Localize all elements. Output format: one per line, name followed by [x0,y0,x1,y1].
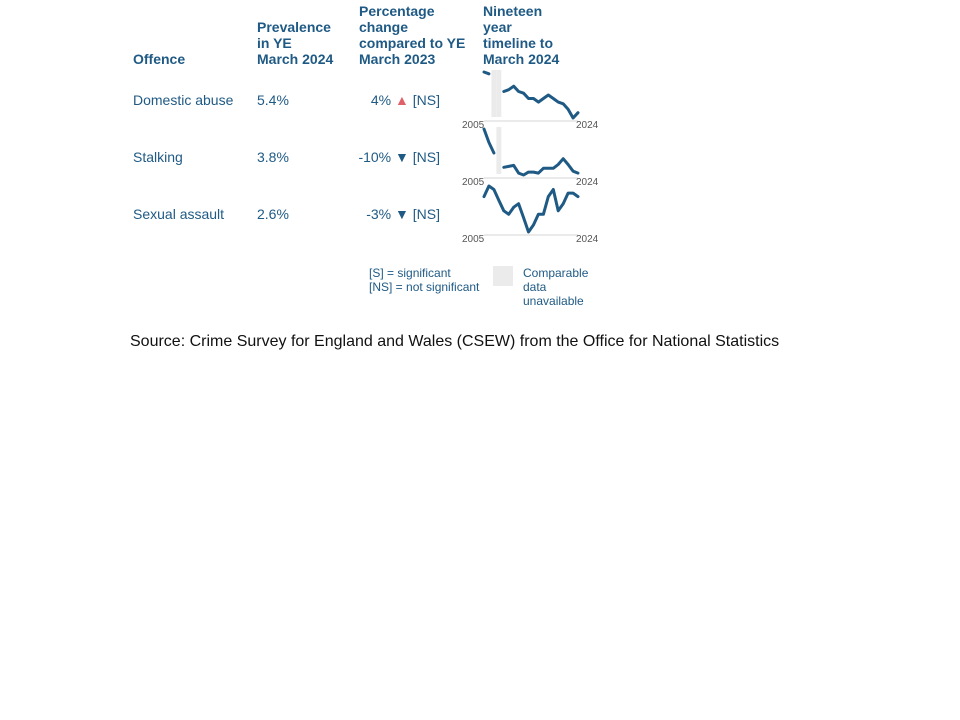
sparkline-series [482,184,580,234]
header-change-line: March 2023 [359,51,436,67]
header-timeline-line: timeline to [483,35,554,51]
up-arrow-icon: ▲ [395,92,409,108]
sparkline-series [482,70,491,76]
prevalence-value: 3.8% [257,149,289,165]
sparkline-sexual-assault: 2005 2024 [462,184,599,245]
change-value: 4% ▲ [NS] [340,92,440,108]
change-percent: -3% [366,206,392,222]
tick-label-start: 2005 [462,177,485,188]
unavailable-band [496,127,502,174]
header-timeline-line: Nineteen [483,3,543,19]
legend-unavailable-line: Comparable [523,266,589,280]
significance-label: [NS] [412,206,440,222]
change-value: -10% ▼ [NS] [340,149,440,165]
header-prevalence-line: March 2024 [257,51,334,67]
down-arrow-icon: ▼ [395,206,409,222]
sparkline-domestic-abuse: 2005 2024 [462,70,599,131]
legend-unavailable-line: unavailable [523,294,584,308]
header-change-line: Percentage [359,3,435,19]
tick-label-end: 2024 [576,120,599,131]
header-offence: Offence [133,51,185,67]
unavailable-swatch-icon [493,266,513,286]
sparkline-series [502,157,580,177]
offence-name: Sexual assault [133,206,225,222]
offence-name: Domestic abuse [133,92,234,108]
change-percent: -10% [358,149,392,165]
sparkline-series [502,84,580,120]
sparkline-stalking: 2005 2024 [462,127,599,188]
header-prevalence-line: in YE [257,35,292,51]
offence-name: Stalking [133,149,183,165]
significance-label: [NS] [412,92,440,108]
legend-unavailable-line: data [523,280,547,294]
legend-significant: [S] = significant [369,266,451,280]
legend-significance: [S] = significant [NS] = not significant [369,266,479,294]
header-timeline-line: March 2024 [483,51,560,67]
tick-label-end: 2024 [576,234,599,245]
change-value: -3% ▼ [NS] [340,206,440,222]
header-prevalence: Prevalence in YE March 2024 [257,19,333,67]
header-change: Percentage change compared to YE March 2… [359,3,465,67]
header-prevalence-line: Prevalence [257,19,331,35]
legend-unavailable: Comparable data unavailable [523,266,588,308]
tick-label-start: 2005 [462,120,485,131]
unavailable-band [496,70,502,117]
down-arrow-icon: ▼ [395,149,409,165]
significance-label: [NS] [412,149,440,165]
header-change-line: change [359,19,409,35]
header-timeline: Nineteen year timeline to March 2024 [483,3,559,67]
unavailable-band [491,70,497,117]
change-percent: 4% [370,92,392,108]
header-timeline-line: year [483,19,512,35]
source-note: Source: Crime Survey for England and Wal… [130,333,780,350]
tick-label-end: 2024 [576,177,599,188]
legend-not-significant: [NS] = not significant [369,280,480,294]
prevalence-value: 2.6% [257,206,289,222]
header-change-line: compared to YE [359,35,466,51]
sparkline-series [482,127,496,155]
prevalence-value: 5.4% [257,92,289,108]
tick-label-start: 2005 [462,234,485,245]
header-offence-line: Offence [133,51,186,67]
